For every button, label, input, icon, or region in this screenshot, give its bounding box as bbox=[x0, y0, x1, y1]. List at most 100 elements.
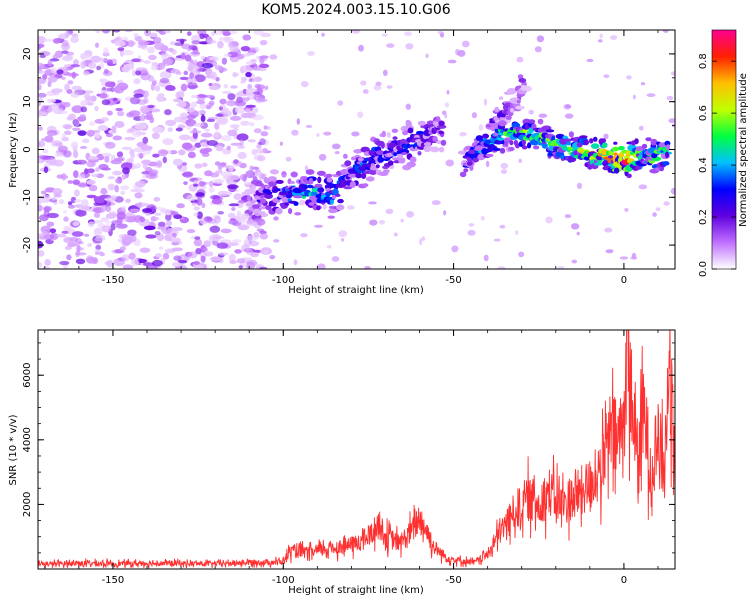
heatmap-noise-cell bbox=[269, 255, 276, 260]
colorbar-tick-label: 0.0 bbox=[698, 261, 709, 277]
heatmap-noise-cell bbox=[139, 247, 151, 253]
heatmap-noise-cell bbox=[236, 258, 246, 264]
heatmap-ridge-cell bbox=[380, 142, 385, 149]
heatmap-noise-cell bbox=[103, 68, 109, 74]
heatmap-noise-cell bbox=[135, 70, 142, 76]
heatmap-ridge-cell bbox=[436, 140, 442, 145]
heatmap-x-axis-label: Height of straight line (km) bbox=[288, 285, 424, 296]
heatmap-noise-cell bbox=[227, 129, 238, 137]
heatmap-noise-cell bbox=[259, 39, 268, 46]
heatmap-ridge-cell bbox=[533, 145, 540, 150]
heatmap-ridge-cell bbox=[494, 139, 503, 145]
heatmap-ridge-cell bbox=[504, 140, 509, 147]
heatmap-ridge-cell bbox=[548, 145, 555, 151]
heatmap-noise-cell bbox=[218, 106, 223, 111]
heatmap-noise-cell bbox=[71, 105, 84, 114]
heatmap-noise-cell bbox=[314, 224, 323, 228]
heatmap-ridge-cell bbox=[659, 165, 665, 172]
heatmap-noise-cell bbox=[139, 216, 145, 223]
heatmap-noise-cell bbox=[173, 214, 183, 220]
heatmap-noise-cell bbox=[386, 43, 395, 48]
heatmap-noise-cell bbox=[293, 259, 298, 266]
heatmap-noise-cell bbox=[38, 92, 47, 98]
heatmap-noise-cell bbox=[75, 209, 87, 217]
heatmap-noise-cell bbox=[190, 94, 199, 99]
heatmap-noise-cell bbox=[63, 124, 72, 130]
heatmap-noise-cell bbox=[461, 40, 470, 48]
heatmap-noise-cell bbox=[244, 188, 255, 195]
heatmap-noise-cell bbox=[244, 108, 251, 114]
heatmap-noise-cell bbox=[215, 113, 224, 118]
heatmap-ridge-cell bbox=[541, 125, 552, 131]
heatmap-ridge-cell bbox=[518, 78, 527, 83]
heatmap-ridge-cell bbox=[600, 138, 607, 143]
heatmap-noise-cell bbox=[238, 199, 247, 204]
heatmap-noise-cell bbox=[86, 179, 96, 185]
heatmap-noise-cell bbox=[114, 157, 124, 162]
heatmap-noise-cell bbox=[38, 70, 46, 74]
heatmap-noise-cell bbox=[121, 254, 130, 262]
heatmap-noise-cell bbox=[603, 74, 610, 78]
heatmap-ridge-cell bbox=[265, 204, 272, 211]
heatmap-noise-cell bbox=[106, 87, 113, 92]
heatmap-noise-cell bbox=[221, 171, 233, 177]
heatmap-noise-cell bbox=[209, 225, 221, 233]
heatmap-noise-cell bbox=[518, 158, 522, 163]
heatmap-noise-cell bbox=[46, 130, 58, 136]
heatmap-ridge-cell bbox=[260, 173, 266, 180]
heatmap-noise-cell bbox=[208, 100, 215, 106]
heatmap-noise-cell bbox=[262, 148, 268, 153]
heatmap-ridge-cell bbox=[635, 165, 642, 170]
heatmap-noise-cell bbox=[73, 170, 79, 179]
heatmap-noise-cell bbox=[53, 193, 63, 198]
heatmap-noise-cell bbox=[94, 236, 106, 242]
heatmap-noise-cell bbox=[226, 100, 237, 107]
heatmap-ridge-cell bbox=[482, 133, 489, 139]
heatmap-noise-cell bbox=[96, 65, 101, 71]
heatmap-noise-cell bbox=[368, 201, 377, 205]
heatmap-noise-cell bbox=[143, 114, 153, 120]
heatmap-noise-cell bbox=[467, 229, 476, 236]
snr-series-line bbox=[38, 330, 675, 569]
heatmap-ridge-cell bbox=[301, 184, 308, 190]
heatmap-noise-cell bbox=[172, 158, 183, 166]
heatmap-noise-cell bbox=[131, 69, 137, 77]
heatmap-ridge-cell bbox=[401, 152, 408, 155]
heatmap-noise-cell bbox=[56, 69, 64, 75]
heatmap-noise-cell bbox=[245, 248, 253, 255]
heatmap-ridge-cell bbox=[252, 204, 262, 209]
heatmap-noise-cell bbox=[220, 161, 227, 168]
heatmap-noise-cell bbox=[208, 85, 220, 90]
heatmap-noise-cell bbox=[60, 42, 71, 51]
heatmap-noise-cell bbox=[80, 100, 87, 107]
heatmap-noise-cell bbox=[221, 57, 227, 65]
heatmap-ridge-cell bbox=[438, 120, 445, 127]
heatmap-noise-cell bbox=[199, 33, 205, 40]
heatmap-noise-cell bbox=[234, 105, 246, 114]
heatmap-noise-cell bbox=[165, 85, 176, 91]
heatmap-noise-cell bbox=[124, 136, 136, 141]
heatmap-noise-cell bbox=[230, 85, 238, 89]
heatmap-ridge-cell bbox=[406, 161, 416, 168]
heatmap-noise-cell bbox=[160, 45, 169, 52]
heatmap-noise-cell bbox=[124, 215, 137, 223]
heatmap-noise-cell bbox=[181, 52, 186, 60]
heatmap-noise-cell bbox=[66, 254, 72, 261]
heatmap-noise-cell bbox=[557, 266, 565, 269]
heatmap-ridge-cell bbox=[662, 161, 670, 166]
heatmap-noise-cell bbox=[437, 30, 444, 35]
heatmap-ridge-cell bbox=[627, 173, 632, 178]
heatmap-noise-cell bbox=[228, 219, 239, 225]
heatmap-noise-cell bbox=[187, 65, 194, 72]
heatmap-noise-cell bbox=[186, 107, 195, 113]
heatmap-ridge-cell bbox=[259, 194, 265, 199]
heatmap-noise-cell bbox=[193, 264, 203, 269]
heatmap-noise-cell bbox=[68, 204, 75, 209]
heatmap-noise-cell bbox=[301, 81, 309, 88]
heatmap-noise-cell bbox=[73, 150, 79, 159]
heatmap-noise-cell bbox=[231, 57, 240, 62]
heatmap-noise-cell bbox=[46, 212, 59, 219]
x-tick-label: -150 bbox=[102, 575, 125, 586]
heatmap-noise-cell bbox=[86, 129, 96, 137]
heatmap-noise-cell bbox=[162, 156, 167, 164]
